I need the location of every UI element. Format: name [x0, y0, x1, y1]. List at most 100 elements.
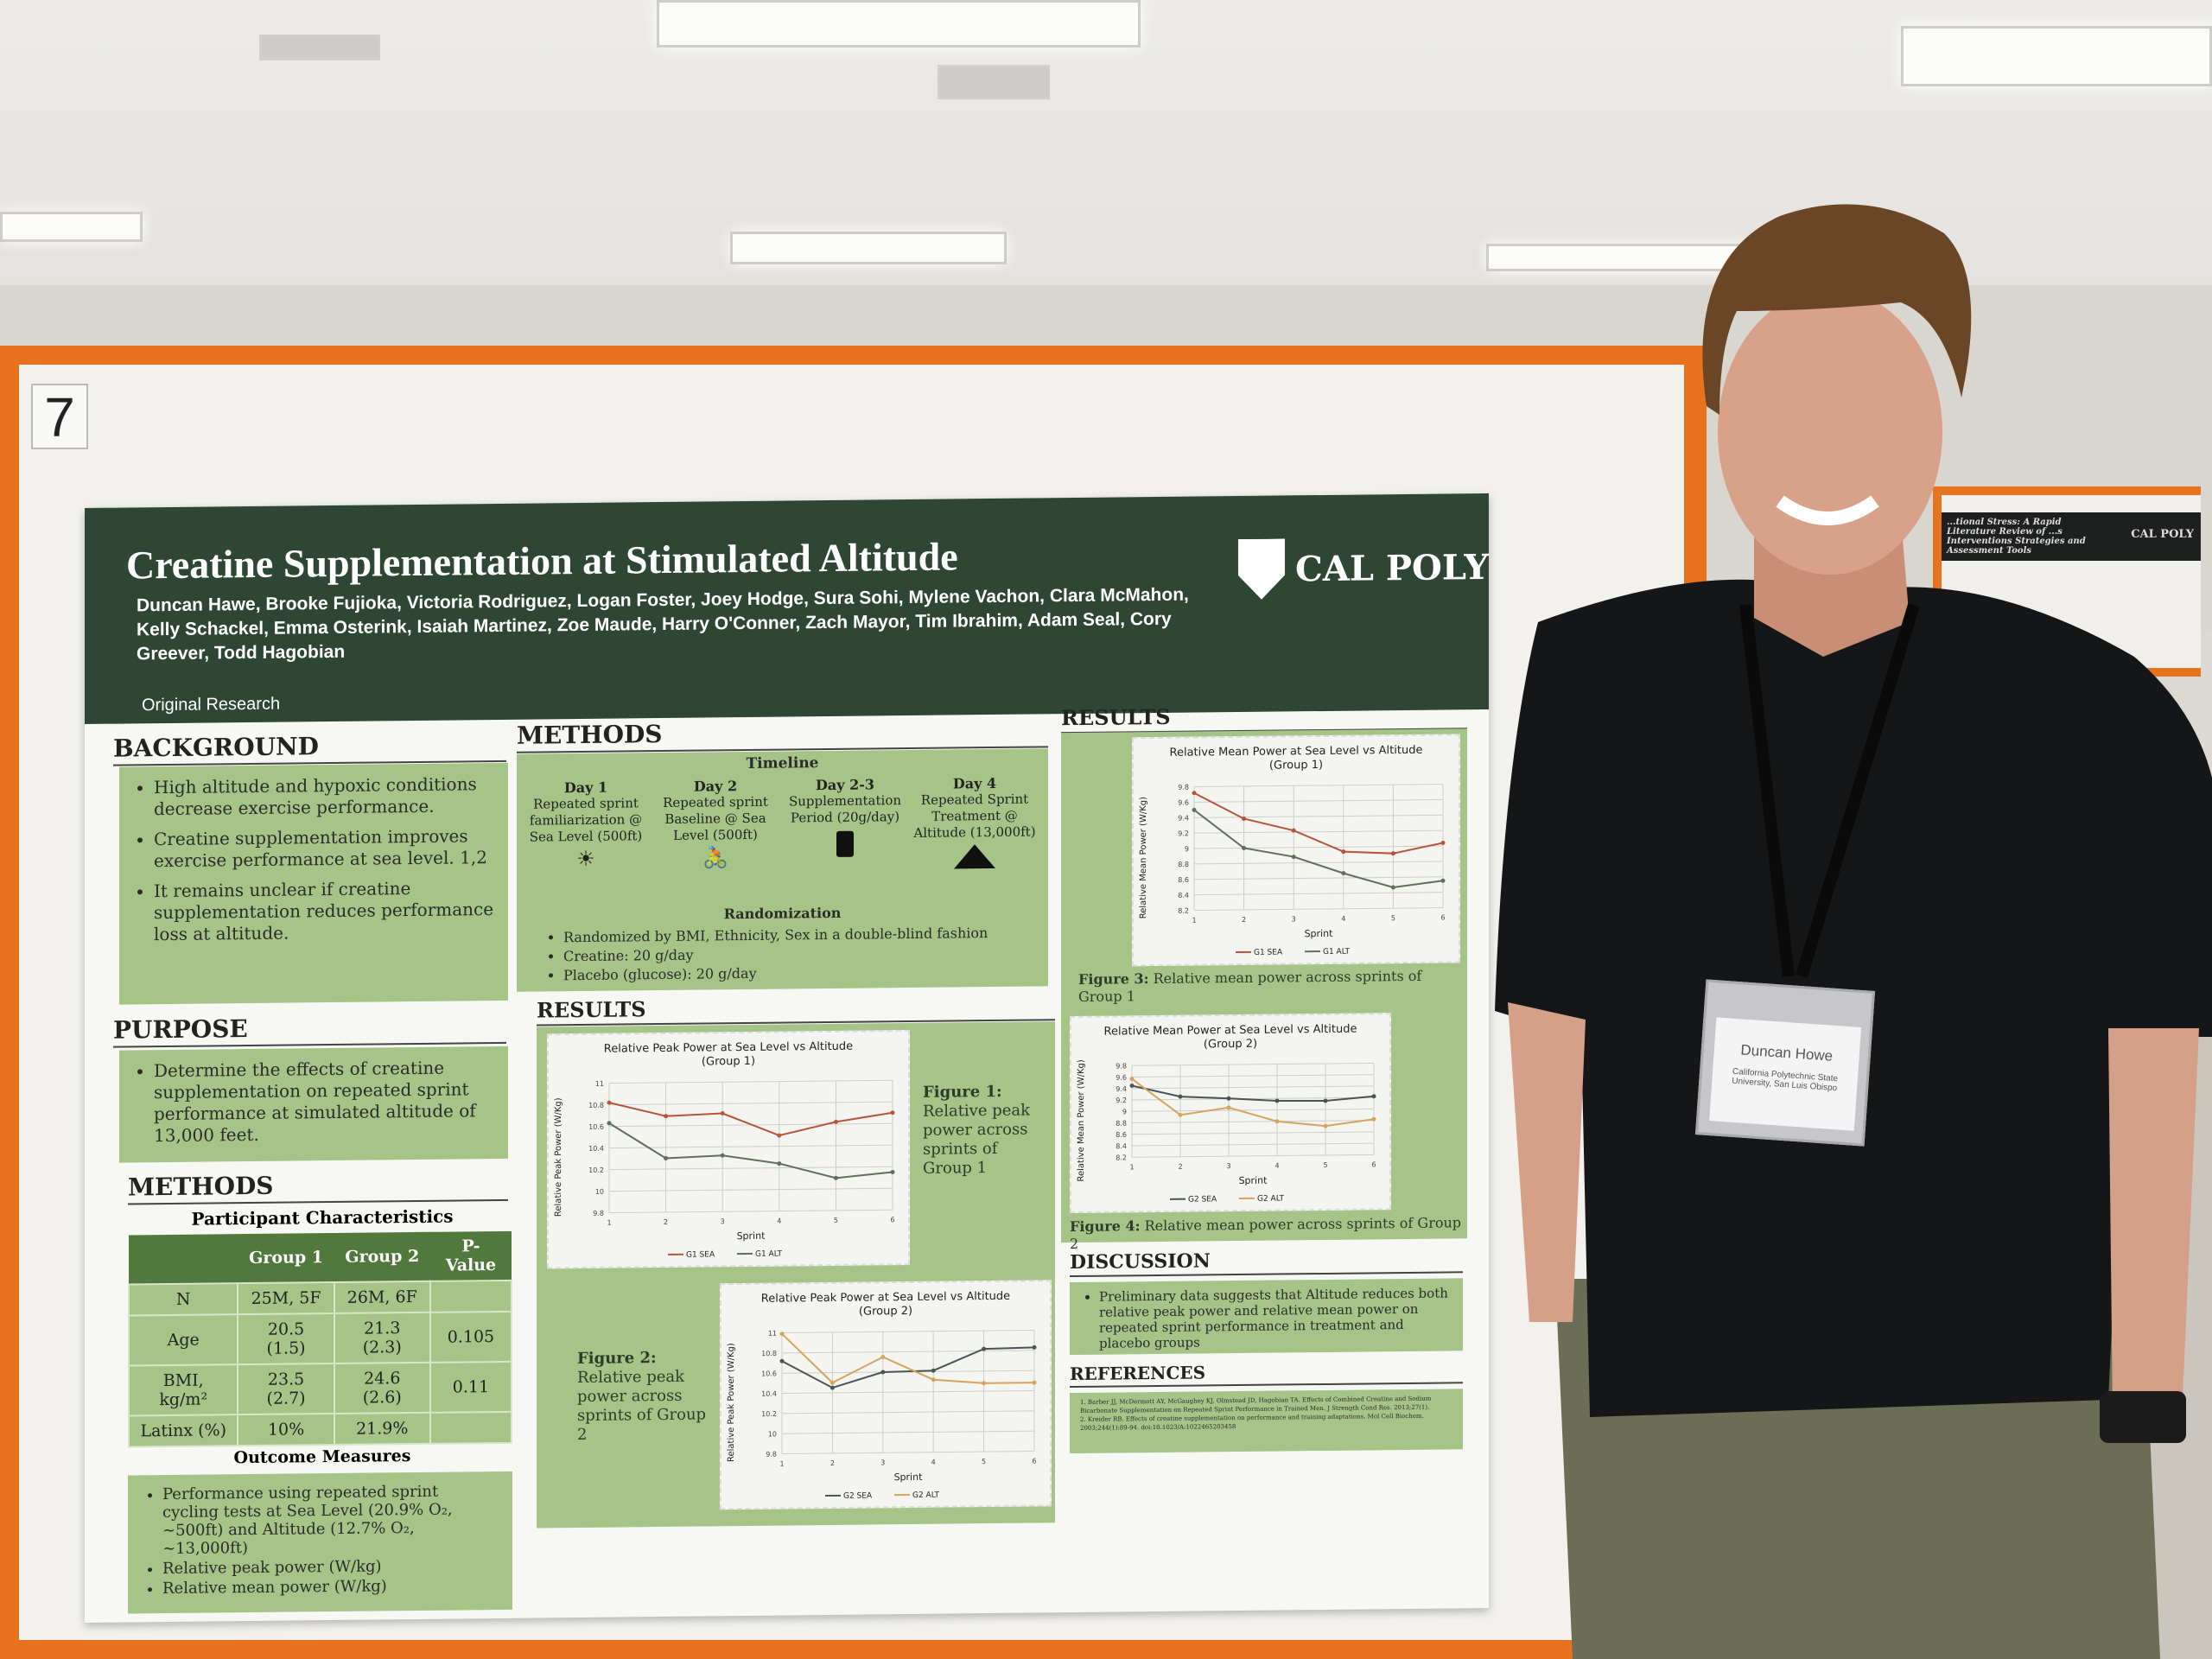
legend-label: G1 ALT — [755, 1250, 782, 1259]
y-tick-label: 10 — [768, 1430, 777, 1438]
table-cell: 10% — [238, 1413, 334, 1446]
research-poster: Creatine Supplementation at Stimulated A… — [85, 493, 1489, 1623]
gridline — [609, 1079, 893, 1084]
step-text: Repeated Sprint Treatment @ Altitude (13… — [913, 791, 1036, 841]
data-point — [982, 1381, 987, 1386]
badge-name: Duncan Howe — [1739, 1041, 1834, 1065]
series-line-g2-alt — [781, 1332, 1034, 1384]
table-cell: 26M, 6F — [334, 1281, 430, 1313]
table-cell: 24.6 (2.6) — [334, 1362, 430, 1414]
name-badge: Duncan Howe California Polytechnic State… — [1694, 979, 1876, 1147]
data-point — [1371, 1116, 1376, 1122]
step-day: Day 4 — [952, 774, 997, 792]
table-cell: BMI, kg/m² — [129, 1364, 238, 1416]
gridline — [1194, 814, 1443, 818]
shield-icon — [1238, 538, 1285, 600]
gridline — [782, 1389, 1034, 1395]
figure-3-caption: Figure 3: Relative mean power across spr… — [1078, 967, 1467, 1006]
data-point — [1341, 871, 1346, 876]
y-tick-label: 9.4 — [1116, 1085, 1127, 1093]
outcome-measures-title: Outcome Measures — [233, 1446, 411, 1468]
gridline — [1194, 798, 1443, 803]
background-heading: BACKGROUND — [113, 729, 506, 766]
outcome-item: Performance using repeated sprint cyclin… — [162, 1482, 499, 1558]
references-box: 1. Barber JJ, McDermott AY, McGaughey KJ… — [1070, 1389, 1463, 1454]
data-point — [1440, 840, 1446, 845]
timeline-step: Day 1 Repeated sprint familiarization @ S… — [522, 779, 650, 872]
data-point — [890, 1110, 895, 1116]
timeline-step: Day 4 Repeated Sprint Treatment @ Altitud… — [911, 774, 1039, 869]
table-cell: Age — [129, 1314, 238, 1366]
background-item: Creatine supplementation improves exerci… — [154, 825, 494, 872]
figure-3-chart: Relative Mean Power at Sea Level vs Alti… — [1132, 734, 1460, 967]
data-point — [1178, 1112, 1183, 1117]
y-axis-label: Relative Mean Power (W/Kg) — [1077, 1059, 1086, 1182]
y-tick-label: 9 — [1122, 1108, 1127, 1116]
y-tick-label: 10.4 — [588, 1145, 604, 1153]
step-day: Day 2 — [693, 778, 738, 795]
y-tick-label: 9.2 — [1116, 1096, 1127, 1104]
y-tick-label: 8.8 — [1178, 861, 1189, 868]
data-point — [1390, 851, 1395, 856]
legend-label: G2 SEA — [1188, 1195, 1217, 1204]
y-axis-label: Relative Peak Power (W/Kg) — [554, 1097, 563, 1217]
x-tick-label: 2 — [1242, 916, 1246, 924]
data-point — [830, 1380, 835, 1385]
air-vent — [938, 65, 1050, 99]
board-number: 7 — [31, 384, 88, 449]
y-tick-label: 10 — [595, 1188, 604, 1196]
methods-heading-left: METHODS — [128, 1168, 508, 1205]
chart-title: Relative Mean Power at Sea Level vs Alti… — [1170, 744, 1423, 760]
timeline-title: Timeline — [746, 754, 819, 772]
gridline — [1132, 1154, 1374, 1158]
column-header: Group 2 — [334, 1231, 430, 1282]
y-tick-label: 10.2 — [588, 1166, 604, 1174]
gridline — [1194, 845, 1443, 849]
x-tick-label: 1 — [1192, 917, 1196, 925]
table-cell: N — [129, 1283, 238, 1316]
data-point — [779, 1332, 785, 1337]
series-line-g2-sea — [1131, 1084, 1375, 1103]
data-point — [1129, 1083, 1135, 1088]
methods-heading: METHODS — [517, 715, 1048, 753]
series-line-g1-sea — [1193, 791, 1444, 855]
data-point — [1178, 1094, 1183, 1099]
timeline-step: Day 2-3 Supplementation Period (20g/day) — [781, 776, 909, 858]
background-item: High altitude and hypoxic conditions dec… — [154, 773, 494, 820]
data-point — [664, 1114, 669, 1119]
gridline — [1132, 1085, 1374, 1090]
gridline — [1194, 892, 1443, 896]
ceiling-light — [1901, 26, 2212, 86]
y-tick-label: 9.8 — [766, 1451, 777, 1459]
gridline — [1194, 907, 1443, 912]
poster-title: Creatine Supplementation at Stimulated A… — [126, 534, 958, 588]
data-point — [664, 1155, 669, 1160]
figure-2-chart: Relative Peak Power at Sea Level vs Alti… — [720, 1280, 1052, 1510]
data-point — [982, 1346, 987, 1351]
data-point — [607, 1121, 612, 1126]
y-axis-label: Relative Mean Power (W/Kg) — [1139, 797, 1148, 919]
data-point — [1032, 1380, 1037, 1385]
participant-characteristics-title: Participant Characteristics — [191, 1205, 454, 1230]
x-tick-label: 3 — [721, 1217, 725, 1225]
data-point — [1371, 1094, 1376, 1099]
step-text: Repeated sprint familiarization @ Sea Le… — [529, 795, 643, 845]
poster-type: Original Research — [142, 694, 281, 715]
data-point — [1242, 845, 1247, 850]
table-header-row: Group 1 Group 2 P-Value — [129, 1230, 512, 1285]
neighbor-poster-header: ...tional Stress: A Rapid Literature Rev… — [1942, 512, 2201, 561]
x-tick-label: 5 — [982, 1458, 986, 1465]
legend-label: G2 ALT — [1257, 1194, 1284, 1203]
gridline — [782, 1450, 1034, 1455]
y-tick-label: 8.2 — [1116, 1154, 1127, 1161]
y-tick-label: 10.2 — [761, 1410, 777, 1418]
purpose-heading: PURPOSE — [113, 1011, 506, 1048]
legend-label: G1 SEA — [686, 1250, 715, 1259]
x-axis-label: Sprint — [737, 1230, 766, 1242]
step-day: Day 2-3 — [815, 776, 874, 794]
ceiling-light — [730, 232, 1007, 264]
step-text: Supplementation Period (20g/day) — [788, 792, 902, 826]
x-tick-label: 5 — [1391, 914, 1395, 922]
gridline — [609, 1209, 893, 1214]
gridline — [782, 1430, 1034, 1434]
